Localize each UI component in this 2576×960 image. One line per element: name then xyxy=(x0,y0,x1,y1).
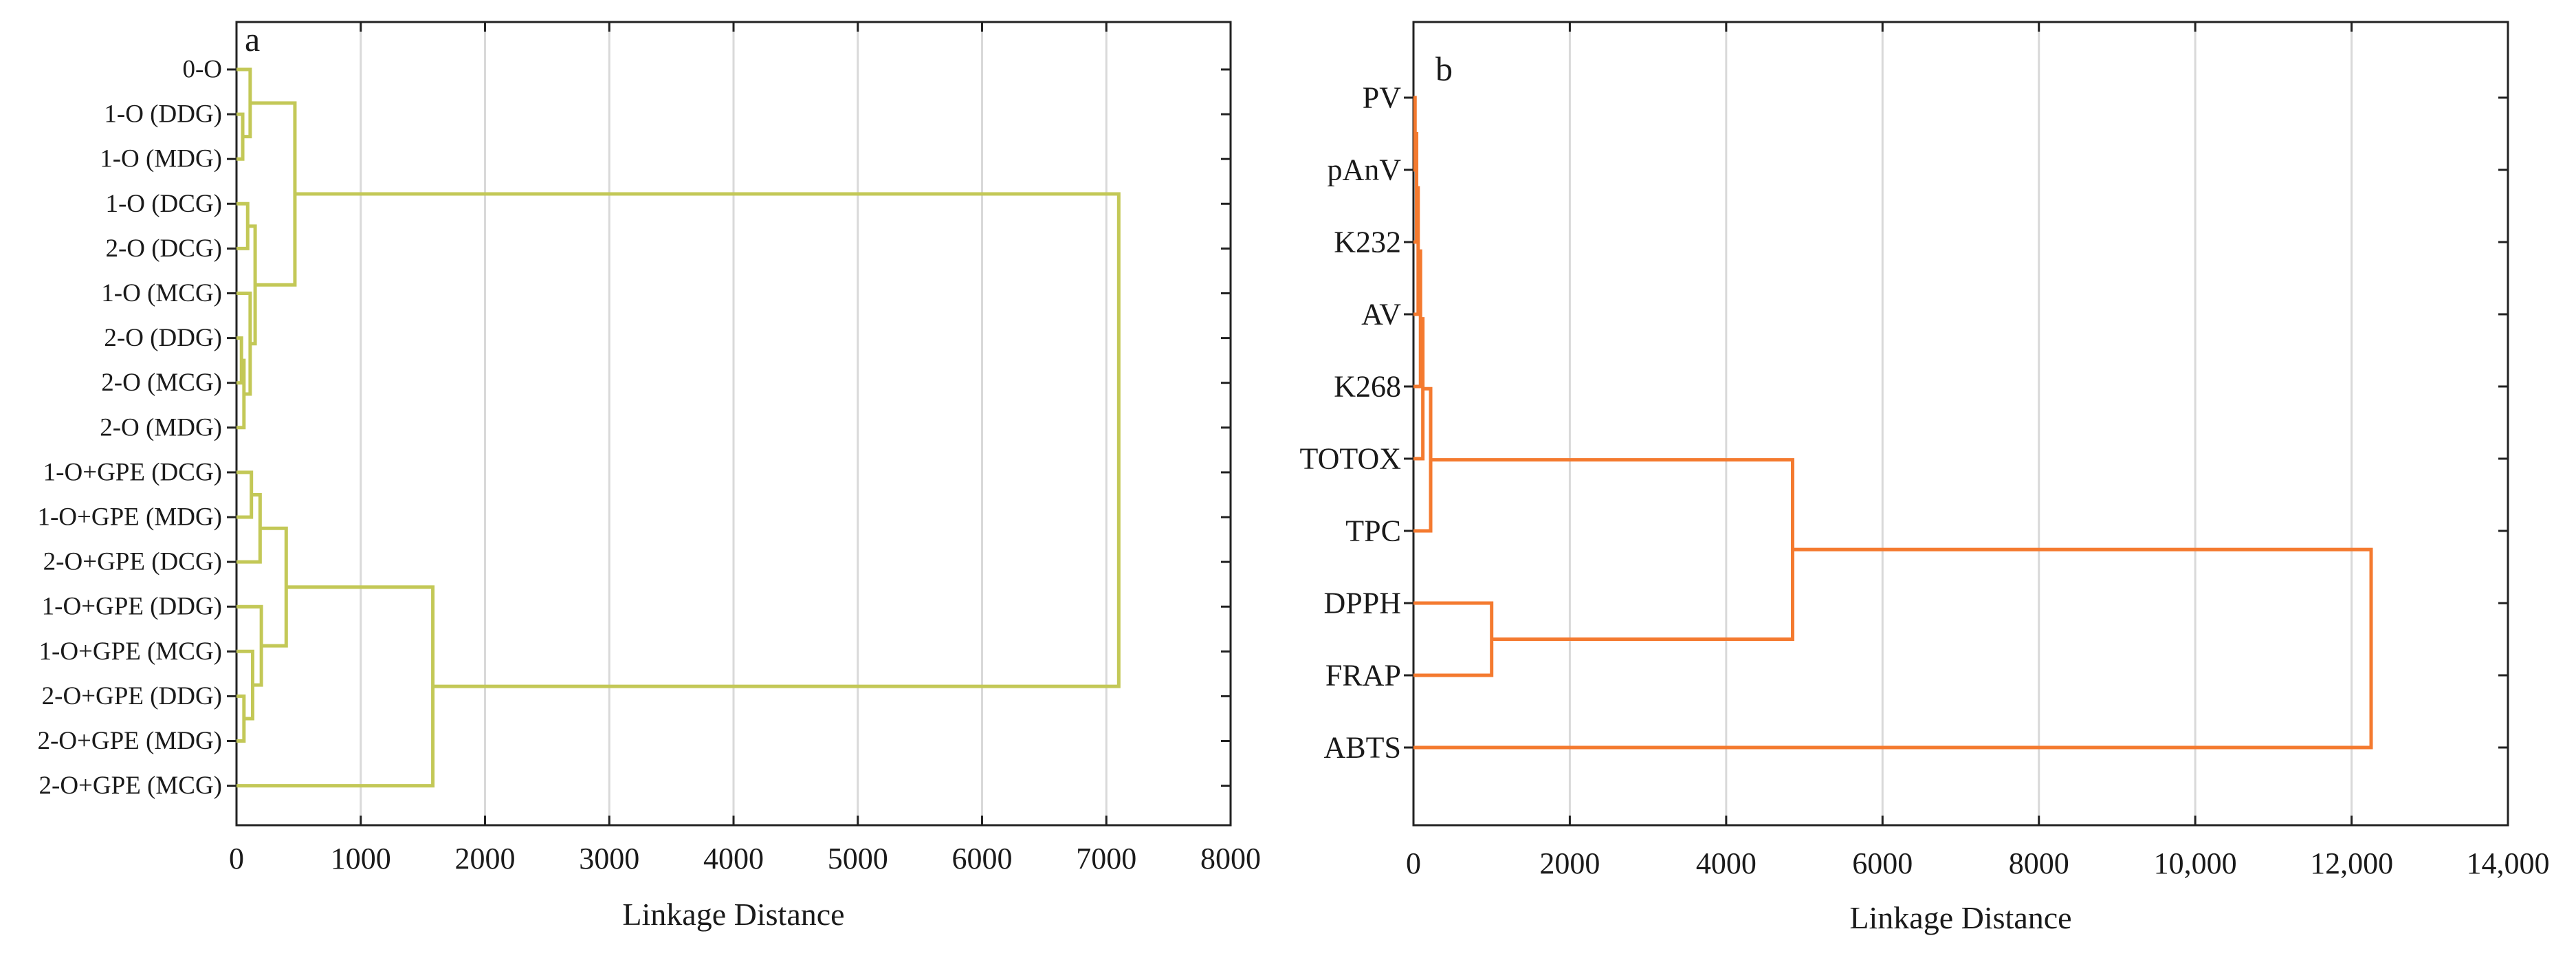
x-tick-label: 14,000 xyxy=(2467,847,2550,880)
panel-label: b xyxy=(1435,50,1453,88)
dendrogram-link xyxy=(1413,547,2373,750)
leaf-label: TOTOX xyxy=(1300,442,1402,476)
plot-frame xyxy=(1412,21,2509,827)
x-tick-label: 7000 xyxy=(1076,842,1136,875)
dendrogram-link xyxy=(236,201,250,250)
dendrogram-link xyxy=(236,604,263,687)
leaf-label: 2-O+GPE (MCG) xyxy=(39,772,223,800)
x-tick-label: 8000 xyxy=(2009,847,2069,880)
leaf-label: FRAP xyxy=(1325,659,1401,692)
leaf-label: AV xyxy=(1361,298,1401,331)
panel-label: a xyxy=(245,20,260,58)
x-tick-label: 8000 xyxy=(1200,842,1261,875)
dendrogram-link xyxy=(294,192,1121,688)
panel-a-dendrogram: 0 1000 2000 3000 4000 5000 6000 7000 8000 0-O 1-O … xyxy=(37,20,1261,932)
leaf-label: PV xyxy=(1363,81,1401,115)
leaf-label: 2-O (MDG) xyxy=(100,413,222,441)
leaf-label: K268 xyxy=(1334,370,1401,404)
x-tick-label: 5000 xyxy=(828,842,888,875)
leaf-label: 1-O+GPE (MCG) xyxy=(39,637,223,666)
dendrogram-link xyxy=(236,492,262,564)
x-tick-label: 2000 xyxy=(1539,847,1600,880)
x-tick-label: 4000 xyxy=(703,842,764,875)
x-tick-label: 0 xyxy=(1406,847,1421,880)
leaf-label: 2-O+GPE (DDG) xyxy=(42,682,222,710)
leaf-label: TPC xyxy=(1345,514,1401,548)
leaf-label: 2-O+GPE (MDG) xyxy=(37,727,222,755)
dendrogram-link xyxy=(1413,601,1494,677)
dendrogram-link xyxy=(1413,249,1422,389)
dendrogram-link xyxy=(1413,96,1417,172)
panel-b-dendrogram: 0 2000 4000 6000 8000 10,000 12,000 14,000 PV pAn… xyxy=(1300,21,2550,935)
leaf-label: 1-O (MDG) xyxy=(100,145,222,173)
leaf-label: 1-O (DDG) xyxy=(104,100,222,129)
dendrogram-link xyxy=(250,101,297,287)
dendrogram-link xyxy=(1431,458,1795,641)
x-axis-title: Linkage Distance xyxy=(622,897,844,932)
leaf-label: ABTS xyxy=(1324,731,1401,765)
dendrogram-link xyxy=(236,694,246,743)
leaf-label: 2-O+GPE (DCG) xyxy=(43,548,222,576)
dendrogram-link xyxy=(236,470,254,519)
dendrogram-link xyxy=(236,585,435,788)
x-tick-label: 12,000 xyxy=(2310,847,2393,880)
x-tick-label: 10,000 xyxy=(2154,847,2237,880)
leaf-label: 2-O (MCG) xyxy=(101,369,222,397)
leaf-label: 2-O (DDG) xyxy=(104,324,222,352)
leaf-label: 0-O xyxy=(182,56,222,84)
x-tick-label: 0 xyxy=(229,842,244,875)
x-tick-label: 3000 xyxy=(579,842,639,875)
leaf-label: 1-O (DCG) xyxy=(105,190,222,218)
x-tick-label: 4000 xyxy=(1696,847,1757,880)
dendrogram-link xyxy=(236,649,254,721)
dendrogram-link xyxy=(247,224,257,346)
leaf-label: DPPH xyxy=(1324,587,1402,620)
x-tick-label: 6000 xyxy=(952,842,1013,875)
x-tick-label: 2000 xyxy=(455,842,516,875)
x-tick-label: 1000 xyxy=(331,842,391,875)
dendrogram-link xyxy=(260,526,288,648)
x-tick-label: 6000 xyxy=(1852,847,1913,880)
dendrogram-link xyxy=(1413,317,1425,461)
dendrogram-link xyxy=(1413,186,1420,316)
leaf-label: K232 xyxy=(1334,226,1401,259)
leaf-label: 1-O+GPE (DDG) xyxy=(42,593,222,621)
x-axis-title: Linkage Distance xyxy=(1849,900,2071,935)
leaf-label: 1-O+GPE (DCG) xyxy=(43,458,222,486)
leaf-label: 2-O (DCG) xyxy=(105,234,222,263)
leaf-label: 1-O (MCG) xyxy=(101,279,222,307)
leaf-label: pAnV xyxy=(1327,153,1401,187)
leaf-label: 1-O+GPE (MDG) xyxy=(37,503,222,532)
